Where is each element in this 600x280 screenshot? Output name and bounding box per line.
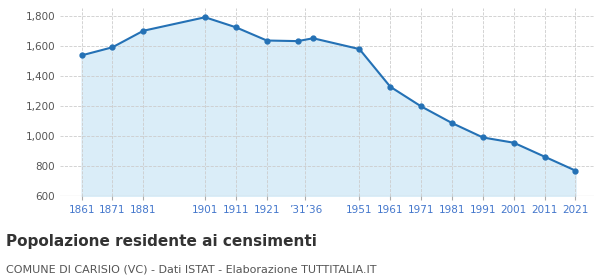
Text: Popolazione residente ai censimenti: Popolazione residente ai censimenti [6,234,317,249]
Text: COMUNE DI CARISIO (VC) - Dati ISTAT - Elaborazione TUTTITALIA.IT: COMUNE DI CARISIO (VC) - Dati ISTAT - El… [6,265,377,275]
